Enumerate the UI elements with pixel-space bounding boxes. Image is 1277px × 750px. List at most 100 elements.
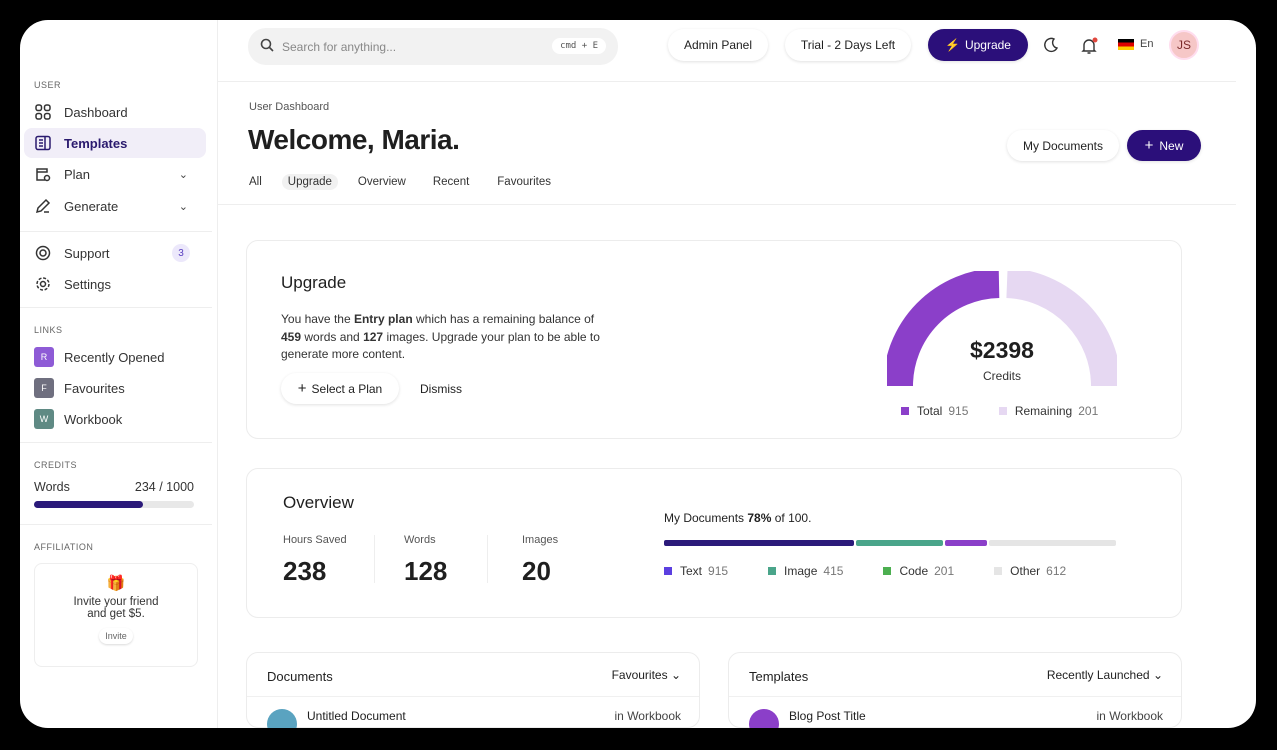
document-location: in Workbook bbox=[614, 709, 681, 723]
usage-segment-code bbox=[944, 540, 987, 546]
sidebar-item-settings[interactable]: Settings bbox=[24, 269, 206, 299]
language-selector[interactable]: En bbox=[1140, 38, 1154, 50]
gift-icon: 🎁 bbox=[106, 575, 126, 592]
upgrade-label: Upgrade bbox=[964, 38, 1011, 52]
invite-button[interactable]: Invite bbox=[99, 628, 133, 644]
document-icon bbox=[34, 134, 52, 152]
upgrade-button[interactable]: ⚡ Upgrade bbox=[928, 29, 1028, 61]
tab-upgrade[interactable]: Upgrade bbox=[281, 174, 338, 190]
plus-icon: + bbox=[297, 380, 307, 397]
template-name[interactable]: Blog Post Title bbox=[789, 709, 866, 723]
affiliation-text: Invite your friend bbox=[73, 596, 159, 608]
link-favourites[interactable]: F Favourites bbox=[24, 373, 206, 403]
grid-icon bbox=[34, 103, 52, 121]
search-input[interactable]: Search for anything... cmd + E bbox=[248, 28, 618, 65]
sidebar-item-plan[interactable]: Plan ⌄ bbox=[24, 159, 206, 189]
section-label-affiliation: AFFILIATION bbox=[34, 542, 94, 552]
chevron-down-icon: ⌄ bbox=[1152, 668, 1163, 682]
legend-other: Other 612 bbox=[994, 564, 1066, 578]
page-title: Welcome, Maria. bbox=[248, 124, 460, 155]
credits-amount: $2398 bbox=[970, 337, 1034, 363]
admin-panel-button[interactable]: Admin Panel bbox=[668, 29, 768, 61]
credits-label: Words bbox=[34, 480, 70, 494]
new-button[interactable]: + New bbox=[1127, 130, 1201, 161]
chevron-down-icon: ⌄ bbox=[178, 200, 188, 213]
sidebar-item-label: Plan bbox=[64, 166, 91, 182]
templates-panel: Templates Recently Launched ⌄ Blog Post … bbox=[728, 652, 1182, 728]
sidebar-item-label: Settings bbox=[64, 276, 111, 292]
legend-code: Code 201 bbox=[883, 564, 954, 578]
app-window: USER Dashboard Templates Plan ⌄ Generate ⌄… bbox=[20, 20, 1256, 728]
support-count-badge: 3 bbox=[172, 244, 190, 262]
avatar[interactable]: JS bbox=[1169, 30, 1199, 60]
select-plan-label: Select a Plan bbox=[311, 381, 383, 396]
germany-flag-icon[interactable] bbox=[1118, 39, 1134, 50]
document-avatar bbox=[267, 709, 297, 728]
section-label-user: USER bbox=[34, 80, 62, 90]
bell-icon[interactable] bbox=[1080, 37, 1098, 60]
affiliation-card: 🎁 Invite your friend and get $5. Invite bbox=[34, 563, 198, 667]
chevron-down-icon: ⌄ bbox=[670, 668, 681, 682]
link-workbook[interactable]: W Workbook bbox=[24, 404, 206, 434]
select-plan-button[interactable]: + Select a Plan bbox=[281, 373, 399, 404]
link-recently-opened[interactable]: R Recently Opened bbox=[24, 342, 206, 372]
sidebar-item-templates[interactable]: Templates bbox=[24, 128, 206, 158]
stat-words: Words 128 bbox=[404, 534, 448, 586]
credits-progress bbox=[34, 501, 194, 508]
credits-words: Words 234 / 1000 bbox=[34, 480, 194, 494]
tab-all[interactable]: All bbox=[249, 176, 262, 188]
gear-icon bbox=[34, 275, 52, 293]
document-name[interactable]: Untitled Document bbox=[307, 709, 406, 723]
sidebar: USER Dashboard Templates Plan ⌄ Generate ⌄… bbox=[20, 20, 218, 728]
template-avatar bbox=[749, 709, 779, 728]
documents-usage-text: My Documents 78% of 100. bbox=[664, 511, 812, 525]
link-avatar: F bbox=[34, 378, 54, 398]
stat-hours-saved: Hours Saved 238 bbox=[283, 534, 347, 586]
template-location: in Workbook bbox=[1096, 709, 1163, 723]
usage-segment-other bbox=[988, 540, 1116, 546]
tab-overview[interactable]: Overview bbox=[357, 176, 406, 188]
overview-card: Overview Hours Saved 238 Words 128 Images 2… bbox=[246, 468, 1182, 618]
gauge-total-arc bbox=[887, 271, 1000, 387]
gauge-remaining-arc bbox=[1005, 271, 1117, 387]
sidebar-item-label: Support bbox=[64, 245, 110, 261]
credits-gauge bbox=[887, 271, 1117, 387]
chevron-down-icon: ⌄ bbox=[178, 168, 188, 181]
sidebar-item-generate[interactable]: Generate ⌄ bbox=[24, 191, 206, 221]
search-shortcut: cmd + E bbox=[552, 38, 606, 54]
section-label-credits: CREDITS bbox=[34, 460, 78, 470]
usage-legend: Text 915 Image 415 Code 201 Other 612 bbox=[664, 562, 1106, 580]
upgrade-card: Upgrade You have the Entry plan which ha… bbox=[246, 240, 1182, 439]
tab-favourites[interactable]: Favourites bbox=[497, 176, 551, 188]
main-content: User Dashboard Welcome, Maria. My Docume… bbox=[218, 82, 1236, 728]
documents-panel: Documents Favourites ⌄ Untitled Document… bbox=[246, 652, 700, 728]
templates-filter-dropdown[interactable]: Recently Launched ⌄ bbox=[1046, 668, 1163, 682]
documents-usage-bar bbox=[664, 540, 1116, 546]
breadcrumb: User Dashboard bbox=[249, 101, 330, 113]
dismiss-button[interactable]: Dismiss bbox=[420, 382, 462, 396]
section-label-links: LINKS bbox=[34, 325, 63, 335]
documents-filter-dropdown[interactable]: Favourites ⌄ bbox=[611, 668, 681, 682]
credits-label: Credits bbox=[982, 369, 1021, 383]
legend-text: Text 915 bbox=[664, 564, 728, 578]
link-avatar: W bbox=[34, 409, 54, 429]
link-label: Recently Opened bbox=[64, 349, 165, 365]
moon-icon[interactable] bbox=[1043, 37, 1059, 58]
stat-images: Images 20 bbox=[522, 534, 559, 586]
link-avatar: R bbox=[34, 347, 54, 367]
templates-title: Templates bbox=[749, 669, 809, 684]
tab-recent[interactable]: Recent bbox=[432, 176, 470, 188]
top-bar: Search for anything... cmd + E Admin Pane… bbox=[218, 20, 1236, 82]
search-icon bbox=[260, 38, 274, 55]
tabs: All Upgrade Overview Recent Favourites bbox=[249, 174, 551, 190]
my-documents-button[interactable]: My Documents bbox=[1007, 130, 1119, 161]
sidebar-item-dashboard[interactable]: Dashboard bbox=[24, 97, 206, 127]
link-label: Favourites bbox=[64, 380, 125, 396]
wallet-icon bbox=[34, 165, 52, 183]
plus-icon: + bbox=[1144, 137, 1154, 154]
upgrade-title: Upgrade bbox=[281, 273, 347, 292]
sidebar-item-support[interactable]: Support 3 bbox=[24, 238, 206, 268]
usage-segment-text bbox=[664, 540, 855, 546]
trial-button[interactable]: Trial - 2 Days Left bbox=[785, 29, 911, 61]
link-label: Workbook bbox=[64, 411, 123, 427]
